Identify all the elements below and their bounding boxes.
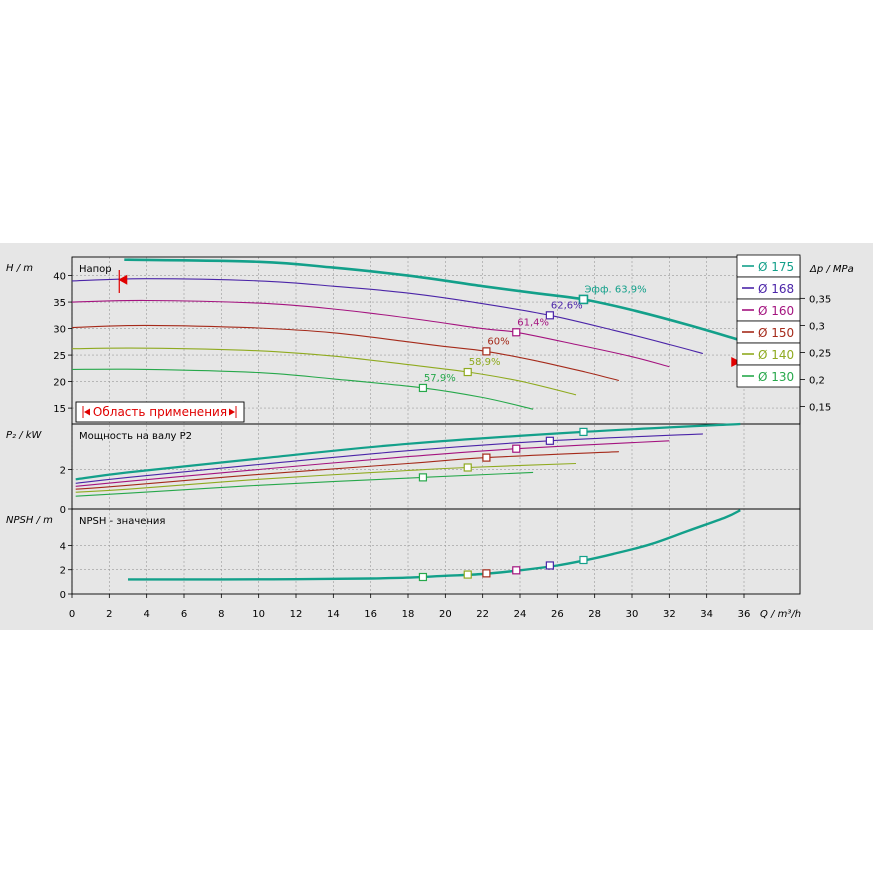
right-y-tick-label: 0,35: [809, 294, 831, 305]
power-curve-Ø 150: [75, 451, 619, 490]
x-tick-label: 28: [588, 609, 601, 620]
y-tick-label: 0: [60, 590, 66, 601]
head-curve-Ø 175: [124, 258, 741, 342]
power-bep-marker: [482, 453, 491, 462]
y-tick-label: 4: [60, 541, 66, 552]
x-tick-label: 16: [364, 609, 377, 620]
right-y-tick-label: 0,25: [809, 348, 831, 359]
x-tick-label: 24: [514, 609, 527, 620]
range-box-right-arrow: [229, 408, 235, 416]
npsh-bep-marker: [463, 570, 472, 579]
efficiency-label: 61,4%: [517, 317, 549, 328]
y-axis-label: H / m: [6, 263, 33, 274]
x-tick-label: 26: [551, 609, 564, 620]
power-bep-marker: [545, 436, 554, 445]
head-bep-marker: [545, 311, 554, 320]
bep-markers-layer: [118, 270, 742, 582]
y-axis-label: P₂ / kW: [6, 430, 43, 441]
x-tick-label: 12: [290, 609, 303, 620]
head-curve-Ø 150: [71, 324, 620, 382]
head-bep-marker: [578, 294, 589, 305]
legend-label: Ø 175: [758, 260, 794, 274]
npsh-bep-marker: [512, 566, 521, 575]
x-tick-label: 2: [106, 609, 112, 620]
x-tick-label: 0: [69, 609, 75, 620]
x-tick-label: 36: [738, 609, 751, 620]
head-bep-marker: [512, 328, 521, 337]
legend-item: [736, 364, 801, 388]
x-tick-label: 14: [327, 609, 340, 620]
efficiency-label: 58,9%: [469, 357, 501, 368]
head-curve-Ø 140: [71, 347, 577, 396]
y-tick-label: 30: [53, 325, 66, 336]
y-axis-label: NPSH / m: [6, 515, 53, 526]
efficiency-label: Эфф. 63,9%: [584, 284, 646, 295]
legend-label: Ø 150: [758, 326, 794, 340]
head-bep-marker: [482, 347, 491, 356]
x-tick-label: 34: [700, 609, 713, 620]
power-bep-marker: [418, 473, 428, 482]
power-curve-Ø 140: [75, 462, 577, 493]
x-tick-label: 20: [439, 609, 452, 620]
x-tick-label: 8: [218, 609, 224, 620]
range-box-left-arrow: [84, 408, 90, 416]
power-bep-marker: [512, 444, 521, 453]
application-range-box: [75, 401, 245, 423]
y-tick-label: 40: [53, 272, 66, 283]
x-tick-label: 32: [663, 609, 676, 620]
power-curve-Ø 175: [75, 422, 741, 481]
head-bep-marker: [418, 383, 428, 393]
y-tick-label: 25: [53, 351, 66, 362]
y-tick-label: 2: [60, 566, 66, 577]
y-tick-label: 20: [53, 378, 66, 389]
x-tick-label: 4: [143, 609, 149, 620]
head-curve-Ø 160: [71, 299, 670, 368]
x-tick-label: 6: [181, 609, 187, 620]
range-start-arrow: [118, 274, 128, 285]
head-bep-marker: [463, 367, 472, 377]
legend-label: Ø 130: [758, 370, 794, 384]
power-curve-Ø 160: [75, 440, 670, 487]
right-y-tick-label: 0,15: [809, 403, 831, 414]
power-bep-marker: [579, 427, 588, 437]
x-tick-label: 30: [626, 609, 639, 620]
legend-label: Ø 160: [758, 304, 794, 318]
right-y-tick-label: 0,2: [809, 375, 825, 386]
npsh-bep-marker: [418, 572, 428, 582]
panel-title: NPSH - значения: [79, 516, 165, 527]
y-tick-label: 35: [53, 298, 66, 309]
npsh-bep-marker: [579, 555, 588, 565]
series-layer: [71, 258, 741, 581]
npsh-bep-marker: [482, 569, 491, 578]
efficiency-label: 57,9%: [424, 373, 456, 384]
y-tick-label: 15: [53, 404, 66, 415]
x-axis-label: Q / m³/h: [760, 609, 801, 620]
head-curve-Ø 130: [71, 368, 534, 410]
power-curve-Ø 168: [75, 433, 703, 484]
panel-title: Напор: [79, 264, 112, 275]
right-axis-label: Δp / MPa: [809, 264, 854, 275]
npsh-panel-frame: [71, 508, 801, 595]
range-end-arrow: [731, 357, 742, 367]
power-bep-marker: [463, 463, 472, 472]
legend-label: Ø 140: [758, 348, 794, 362]
chart-background: [0, 243, 873, 630]
application-range-label: Область применения: [93, 405, 227, 419]
efficiency-label: 60%: [487, 336, 509, 347]
head-curve-Ø 168: [71, 278, 704, 355]
power-curve-Ø 130: [75, 471, 534, 497]
efficiency-label: 62,6%: [551, 300, 583, 311]
x-tick-label: 18: [402, 609, 415, 620]
y-tick-label: 2: [60, 465, 66, 476]
legend-label: Ø 168: [758, 282, 794, 296]
x-tick-label: 10: [252, 609, 265, 620]
legend: Ø 175 Ø 168 Ø 160 Ø 150 Ø 140 Ø 130: [736, 254, 801, 388]
panel-title: Мощность на валу P2: [79, 431, 192, 442]
npsh-bep-marker: [545, 561, 554, 570]
x-tick-label: 22: [476, 609, 489, 620]
y-tick-label: 0: [60, 505, 66, 516]
right-y-tick-label: 0,3: [809, 321, 825, 332]
